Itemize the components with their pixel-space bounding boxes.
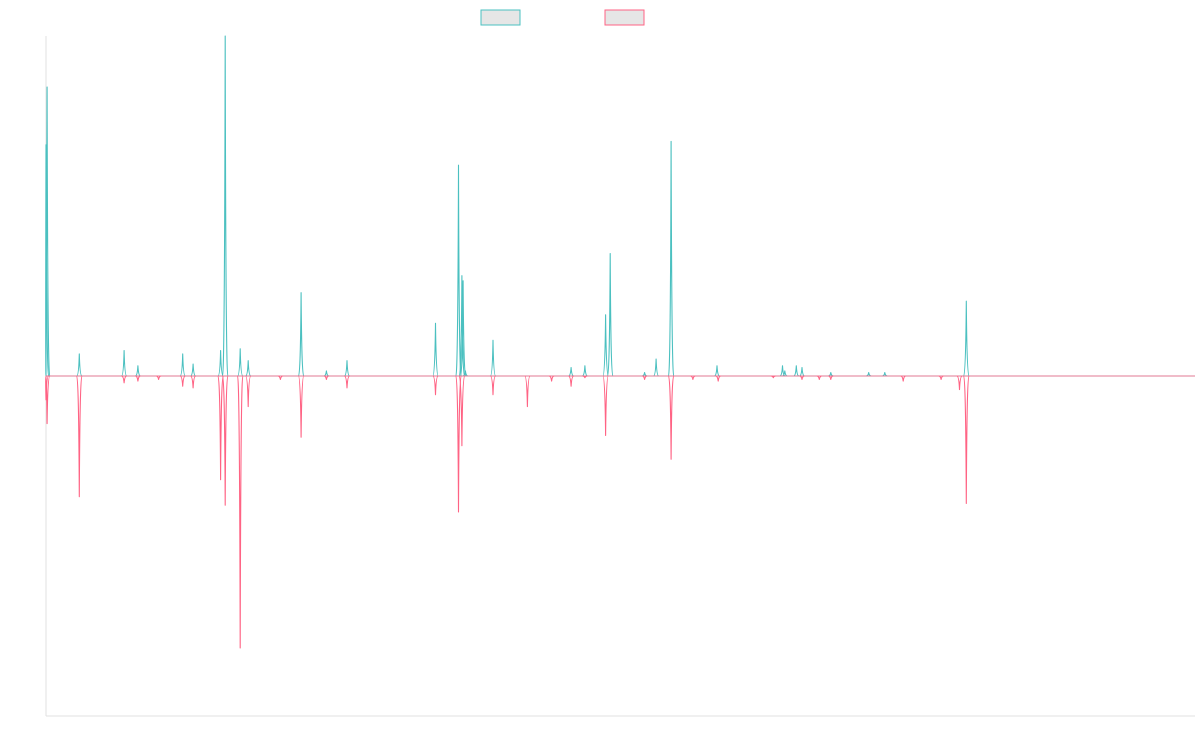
data-point-spike [245, 360, 252, 377]
data-point-spike [155, 375, 162, 380]
data-point-spike [956, 375, 963, 391]
data-point-spike [432, 322, 439, 377]
data-point-spike [120, 349, 128, 377]
data-point-spike [323, 370, 330, 377]
data-point-spike [297, 292, 305, 377]
data-point-spike [524, 375, 531, 408]
data-point-spike [770, 375, 776, 379]
data-point-spike [602, 314, 609, 377]
data-point-spike [641, 375, 648, 380]
data-point-spike [963, 300, 970, 377]
data-point-spike [548, 375, 555, 382]
data-point-spike [121, 375, 127, 384]
data-point-spike [602, 375, 609, 437]
data-point-spike [76, 353, 83, 377]
data-point-spike [458, 375, 466, 447]
data-point-spike [277, 375, 284, 380]
data-point-spike [135, 375, 141, 382]
data-point-spike [344, 360, 350, 377]
data-point-spike [76, 375, 83, 498]
data-point-spike [45, 86, 51, 377]
legend [480, 9, 645, 26]
data-point-spike [217, 375, 224, 481]
data-point-spike [455, 375, 462, 513]
data-point-spike [641, 372, 648, 377]
data-point-spike [432, 375, 439, 396]
legend-swatch [480, 9, 521, 26]
data-point-spike [690, 375, 696, 380]
data-point-spike [45, 375, 51, 425]
data-point-spike [714, 365, 720, 377]
data-point-spike [459, 280, 467, 377]
data-point-spike [568, 366, 574, 377]
data-point-spike [799, 375, 805, 380]
data-point-spike [667, 375, 675, 460]
data-point-spike [245, 375, 252, 408]
data-point-spike [179, 375, 186, 387]
data-point-spike [715, 375, 721, 382]
data-point-spike [458, 275, 466, 377]
data-point-spike [667, 140, 675, 377]
data-point-spike [828, 375, 834, 380]
data-point-spike [568, 375, 574, 387]
legend-item[interactable] [480, 9, 521, 26]
data-point-spike [190, 375, 196, 389]
data-point-spike [490, 375, 496, 396]
data-point-spike [799, 366, 805, 377]
data-point-spike [963, 375, 970, 505]
data-point-spike [237, 375, 244, 649]
data-point-spike [217, 349, 224, 377]
data-point-spike [900, 375, 906, 382]
data-point-spike [179, 353, 186, 377]
data-point-spike [297, 375, 305, 438]
data-point-spike [882, 372, 888, 377]
data-point-spike [222, 35, 229, 377]
data-point-spike [653, 358, 659, 377]
data-point-spike [135, 365, 141, 377]
data-point-spike [816, 375, 822, 380]
data-point-spike [582, 365, 588, 377]
data-point-spike [455, 164, 462, 377]
data-point-spike [828, 372, 834, 377]
data-point-spike [323, 375, 330, 380]
series-1 [45, 35, 1195, 377]
data-point-spike [938, 375, 944, 380]
legend-swatch [604, 9, 645, 26]
data-point-spike [866, 372, 872, 377]
data-point-spike [793, 365, 800, 377]
series-2 [45, 375, 1195, 649]
data-point-spike [237, 348, 244, 377]
legend-item[interactable] [604, 9, 645, 26]
data-point-spike [344, 375, 350, 389]
data-point-spike [222, 375, 229, 506]
plot-area [45, 35, 1195, 649]
data-point-spike [607, 253, 614, 377]
data-point-spike [489, 339, 497, 377]
data-point-spike [582, 375, 588, 379]
data-point-spike [190, 363, 196, 377]
